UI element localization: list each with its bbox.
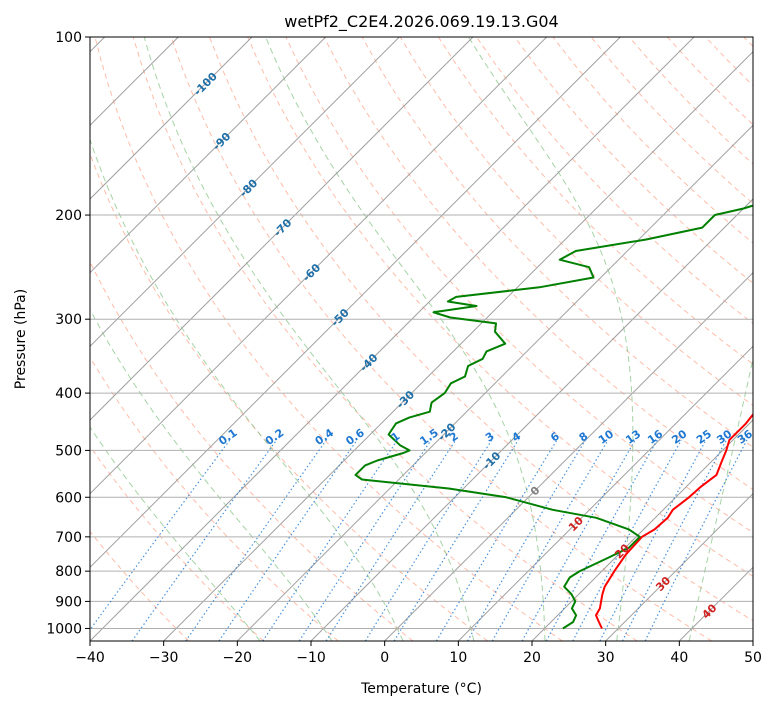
isotherm — [236, 124, 753, 641]
moist-adiabat — [688, 355, 753, 641]
y-tick-label: 800 — [55, 564, 82, 580]
y-tick-label: 700 — [55, 530, 82, 546]
x-tick-label: 20 — [523, 650, 541, 666]
y-tick-label: 600 — [55, 490, 82, 506]
plot-frame — [89, 36, 754, 642]
mixing-ratio-line — [393, 439, 519, 641]
isotherm — [90, 37, 327, 274]
moist-adiabat — [90, 138, 404, 641]
dry-adiabat — [514, 37, 753, 284]
isotherm — [90, 37, 253, 200]
isotherm — [605, 492, 753, 641]
moist-adiabat — [265, 37, 546, 641]
moist-adiabat — [90, 426, 261, 641]
x-axis-label: Temperature (°C) — [360, 681, 482, 697]
isotherm — [310, 198, 753, 641]
mixing-ratio-line — [545, 439, 658, 641]
dewpoint-profile-line — [354, 204, 753, 630]
x-tick-label: 50 — [744, 650, 762, 666]
mixing-ratio-line — [364, 439, 493, 641]
x-tick-label: 30 — [597, 650, 615, 666]
mixing-ratio-line — [521, 439, 636, 641]
x-tick-label: 0 — [380, 650, 389, 666]
y-axis-label: Pressure (hPa) — [13, 289, 29, 389]
isotherm — [457, 345, 753, 641]
x-tick-label: −20 — [223, 650, 253, 666]
dry-adiabat — [170, 37, 712, 641]
dry-adiabat — [90, 356, 339, 641]
mixing-ratio-line — [325, 439, 457, 641]
mixing-ratio-line — [90, 439, 231, 631]
y-tick-label: 500 — [55, 443, 82, 459]
dry-adiabat — [247, 37, 753, 577]
isotherm — [90, 37, 474, 421]
mixing-ratio-line — [185, 439, 327, 641]
x-tick-label: −40 — [75, 650, 105, 666]
dry-adiabat — [209, 37, 753, 622]
y-tick-label: 400 — [55, 386, 82, 402]
isotherm — [90, 37, 695, 641]
x-tick-label: −30 — [149, 650, 179, 666]
mixing-ratio-line — [491, 439, 609, 641]
isotherm — [531, 419, 753, 641]
y-tick-label: 200 — [55, 208, 82, 224]
dry-adiabat — [90, 530, 190, 641]
dry-adiabat — [94, 37, 563, 641]
y-tick-label: 900 — [55, 594, 82, 610]
y-tick-label: 1000 — [46, 621, 82, 637]
mixing-ratio-line — [435, 439, 558, 641]
temperature-profile-line — [595, 412, 753, 629]
dry-adiabat — [90, 152, 488, 641]
mixing-ratio-line — [298, 439, 432, 641]
x-tick-label: −10 — [296, 650, 326, 666]
x-tick-label: 40 — [670, 650, 688, 666]
moist-adiabat — [143, 37, 475, 641]
isotherm — [90, 37, 400, 348]
mixing-ratio-line — [644, 439, 748, 641]
y-tick-label: 300 — [55, 312, 82, 328]
dry-adiabat — [399, 37, 753, 407]
x-tick-label: 10 — [449, 650, 467, 666]
isotherm — [384, 271, 753, 641]
isotherm — [90, 37, 548, 495]
moist-adiabat — [90, 308, 333, 641]
y-tick-label: 100 — [55, 30, 82, 46]
chart-title: wetPf2_C2E4.2026.069.19.13.G04 — [284, 12, 558, 32]
mixing-ratio-line — [218, 439, 358, 641]
mixing-ratio-line — [466, 439, 587, 641]
isotherm — [90, 37, 621, 569]
isotherm — [163, 50, 753, 641]
dry-adiabat — [90, 445, 264, 641]
mixing-ratio-line — [262, 439, 399, 641]
